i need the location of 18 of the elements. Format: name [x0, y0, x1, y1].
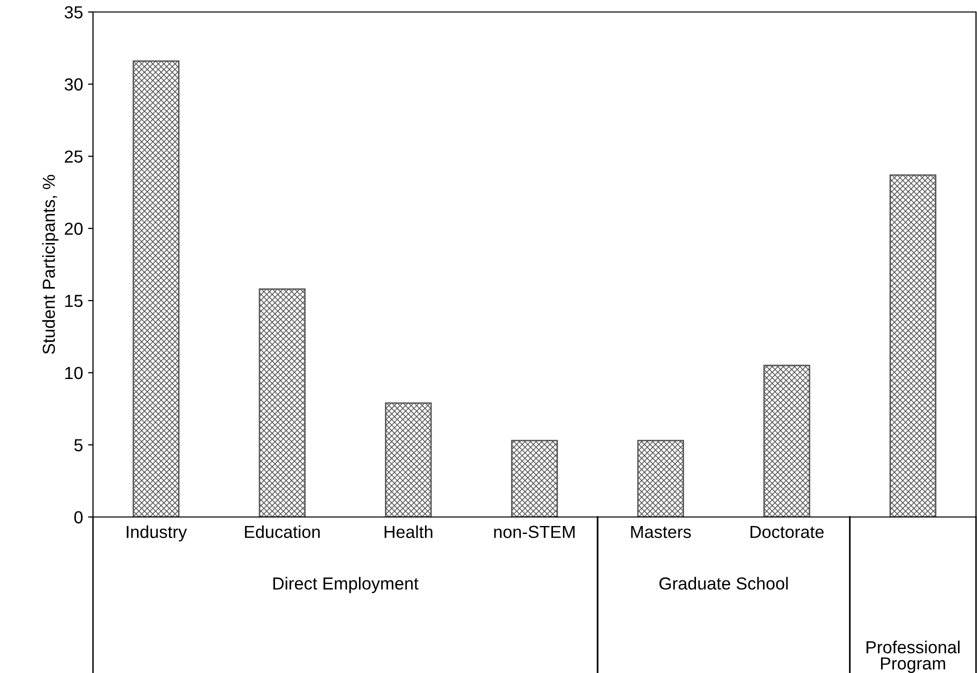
y-axis-title: Student Participants, %: [42, 174, 58, 354]
x-tick-label: Health: [384, 525, 432, 538]
text: Professional Program: [866, 640, 960, 673]
y-tick-label: 0: [74, 511, 83, 524]
text: Graduate School: [659, 576, 788, 590]
y-tick-label: 20: [64, 222, 83, 235]
x-tick-label: non-STEM: [494, 526, 575, 538]
y-tick-label: 30: [64, 78, 83, 91]
x-tick-label: Education: [245, 525, 320, 538]
y-tick-label: 35: [64, 6, 83, 18]
x-tick-label: Doctorate: [750, 526, 824, 538]
x-tick-label: Industry: [126, 525, 187, 542]
text: Direct Employment: [273, 576, 418, 594]
y-tick-label: 25: [64, 150, 83, 163]
y-tick-label: 10: [65, 366, 83, 380]
x-tick-label: Masters: [631, 526, 691, 538]
y-tick-label: 5: [74, 439, 83, 452]
y-tick-label: 15: [65, 294, 83, 308]
